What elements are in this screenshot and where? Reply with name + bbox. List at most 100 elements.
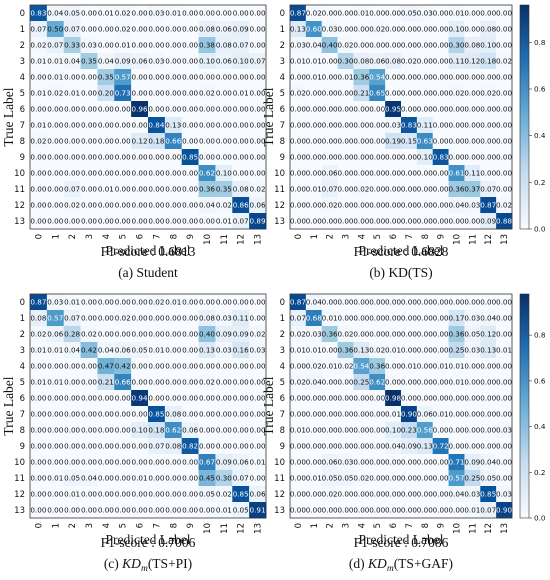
heatmap-frame — [289, 293, 513, 519]
heatmap-cell — [321, 69, 338, 86]
cell-value-label: 0.00 — [199, 298, 215, 307]
x-tick-label: 12 — [237, 234, 247, 245]
cell-value-label: 0.00 — [81, 185, 97, 194]
heatmap-cell — [496, 149, 513, 166]
cell-value-label: 0.07 — [148, 442, 164, 451]
heatmap-cell — [215, 406, 233, 423]
heatmap-cell — [131, 390, 149, 407]
cell-value-label: 0.00 — [290, 185, 306, 194]
heatmap-cell — [198, 21, 216, 38]
heatmap-cell — [114, 133, 132, 150]
heatmap-cell — [305, 53, 323, 70]
heatmap-cell — [480, 101, 497, 118]
cell-value-label: 0.00 — [433, 330, 449, 339]
cell-value-label: 0.42 — [115, 362, 131, 371]
heatmap-cell — [369, 53, 386, 70]
cell-value-label: 0.00 — [30, 490, 46, 499]
heatmap-cell — [401, 37, 418, 54]
cell-value-label: 0.00 — [322, 506, 338, 515]
y-tick-label: 7 — [280, 410, 285, 420]
cell-value-label: 0.00 — [47, 426, 63, 435]
heatmap-cell — [181, 358, 199, 375]
heatmap-cell — [496, 470, 513, 487]
cell-value-label: 0.00 — [480, 442, 496, 451]
cell-value-label: 0.00 — [433, 490, 449, 499]
heatmap-cell — [321, 502, 338, 519]
cell-value-label: 0.05 — [233, 506, 249, 515]
heatmap-cell — [416, 502, 434, 519]
cell-value-label: 0.63 — [417, 137, 433, 146]
heatmap-cell — [232, 101, 250, 118]
heatmap-cell — [290, 181, 307, 198]
heatmap-cell — [46, 294, 65, 311]
cell-value-label: 0.00 — [250, 73, 266, 82]
heatmap-cell — [30, 502, 48, 519]
x-tick-label: 2 — [68, 523, 78, 528]
heatmap-cell — [30, 197, 48, 214]
cell-value-label: 0.00 — [132, 378, 148, 387]
cell-value-label: 0.00 — [496, 458, 512, 467]
heatmap-cell — [369, 310, 386, 327]
cell-value-label: 0.07 — [64, 185, 80, 194]
heatmap-cell — [385, 69, 402, 86]
y-tick-label: 10 — [14, 169, 25, 179]
heatmap-cell — [97, 181, 115, 198]
heatmap-cell — [369, 374, 386, 391]
cell-value-label: 0.00 — [165, 105, 181, 114]
cell-value-label: 0.00 — [64, 378, 80, 387]
cell-value-label: 0.02 — [30, 137, 46, 146]
cell-value-label: 0.02 — [353, 474, 369, 483]
cell-value-label: 0.03 — [148, 57, 164, 66]
cell-value-label: 0.01 — [448, 362, 464, 371]
heatmap-cell — [46, 342, 65, 359]
cell-value-label: 0.01 — [165, 298, 181, 307]
cell-value-label: 0.02 — [353, 185, 369, 194]
heatmap-cell — [448, 406, 465, 423]
heatmap-cell — [369, 390, 386, 407]
cell-value-label: 0.00 — [81, 458, 97, 467]
heatmap-cell — [416, 213, 434, 230]
heatmap-cell — [232, 149, 250, 166]
cell-value-label: 0.00 — [81, 410, 97, 419]
heatmap-cell — [416, 5, 434, 22]
heatmap-cell — [321, 213, 338, 230]
y-tick-label: 4 — [280, 362, 285, 372]
heatmap-cell — [30, 213, 48, 230]
cell-value-label: 0.00 — [199, 73, 215, 82]
cell-value-label: 0.01 — [353, 9, 369, 18]
cell-value-label: 0.00 — [47, 105, 63, 114]
heatmap-cell — [353, 310, 370, 327]
heatmap-cell — [80, 422, 98, 439]
cell-value-label: 0.04 — [480, 314, 496, 323]
heatmap-cell — [148, 374, 166, 391]
cell-value-label: 0.00 — [64, 394, 80, 403]
heatmap-cell — [215, 149, 233, 166]
heatmap-cell — [80, 133, 98, 150]
heatmap-cell — [215, 470, 233, 487]
cell-value-label: 0.00 — [496, 41, 512, 50]
heatmap-cell — [181, 165, 199, 182]
cell-value-label: 0.00 — [250, 474, 266, 483]
heatmap-frame — [29, 293, 267, 519]
x-tick-label: 12 — [484, 234, 494, 245]
cell-value-label: 0.00 — [165, 490, 181, 499]
heatmap-cell — [46, 69, 65, 86]
heatmap-cell — [448, 502, 465, 519]
heatmap-cell — [385, 21, 402, 38]
heatmap-cell — [198, 342, 216, 359]
heatmap-cell — [63, 37, 81, 54]
cell-value-label: 0.00 — [401, 346, 417, 355]
cell-value-label: 0.00 — [30, 442, 46, 451]
cell-value-label: 0.00 — [216, 89, 232, 98]
cell-value-label: 0.00 — [337, 442, 353, 451]
cell-value-label: 0.00 — [250, 394, 266, 403]
heatmap-cell — [321, 53, 338, 70]
heatmap-cell — [198, 486, 216, 503]
colorbar-tick-label: 0.2 — [534, 468, 545, 477]
heatmap-cell — [46, 422, 65, 439]
cell-value-label: 0.00 — [233, 426, 249, 435]
cell-value-label: 0.00 — [448, 105, 464, 114]
heatmap-cell — [46, 390, 65, 407]
heatmap-cell — [369, 197, 386, 214]
heatmap-cell — [321, 470, 338, 487]
